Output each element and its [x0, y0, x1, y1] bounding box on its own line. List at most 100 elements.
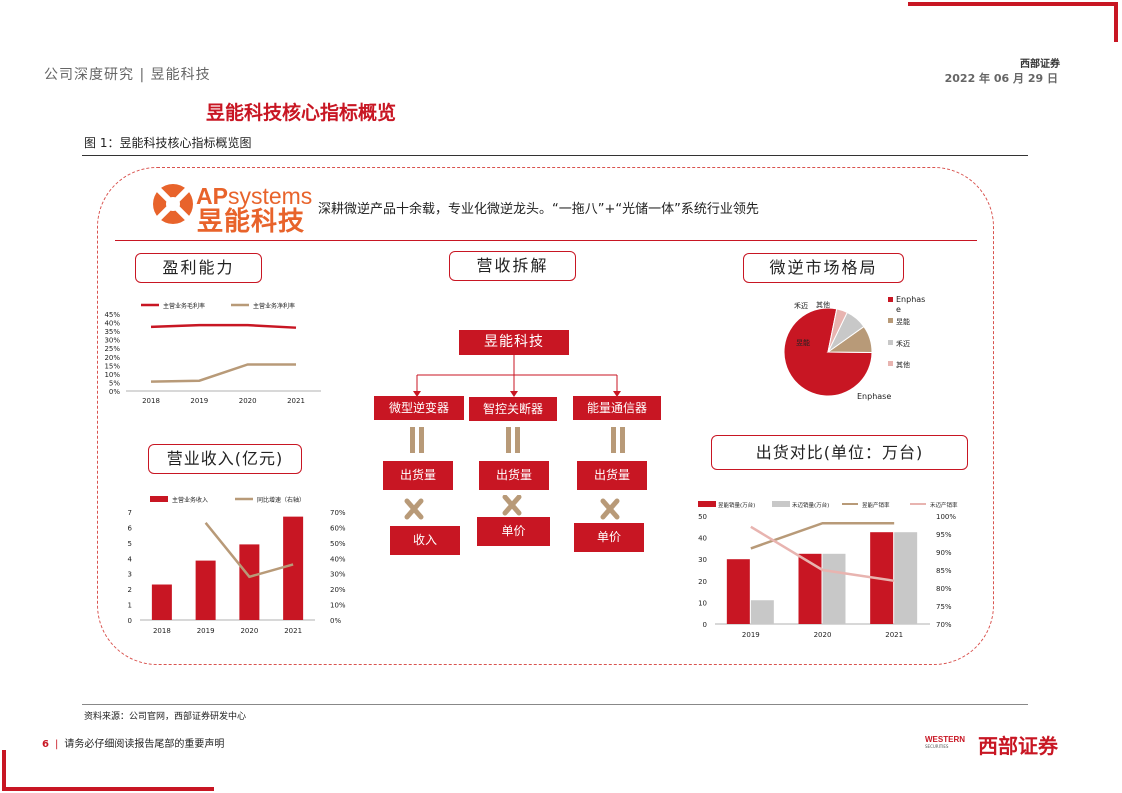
y2-tick-label: 85%: [936, 567, 952, 575]
bottom-left-accent: [2, 787, 214, 791]
x-tick-label: 2020: [814, 631, 832, 639]
x-tick-label: 2018: [153, 627, 171, 635]
pie-slice: [827, 308, 848, 353]
panel-revenue-label: 营业收入(亿元): [148, 444, 302, 474]
source-divider: [82, 704, 1028, 705]
top-right-accent-vertical: [1114, 2, 1118, 42]
y-tick-label: 4: [128, 555, 133, 563]
y2-tick-label: 20%: [330, 586, 346, 594]
x-tick-label: 2019: [190, 397, 208, 405]
report-category: 公司深度研究 | 昱能科技: [44, 67, 211, 83]
legend-label: 主营业务净利率: [253, 302, 295, 310]
y-tick-label: 6: [128, 524, 133, 532]
panel-revenue-split-label: 营收拆解: [449, 251, 576, 281]
legend-label: 禾迈: [896, 340, 910, 348]
y2-tick-label: 40%: [330, 555, 346, 563]
y2-tick-label: 30%: [330, 571, 346, 579]
x-tick-label: 2020: [240, 627, 258, 635]
header-brand: 西部证券: [1020, 59, 1060, 70]
y-tick-label: 7: [128, 509, 132, 517]
x-tick-label: 2019: [742, 631, 760, 639]
y-tick-label: 30: [698, 556, 707, 564]
tree-branch-shutdown: 智控关断器: [469, 397, 557, 421]
tagline: 深耕微逆产品十余载，专业化微逆龙头。“一拖八”+“光储一体”系统行业领先: [318, 202, 759, 217]
legend-label: 主营业务毛利率: [163, 302, 205, 310]
y2-tick-label: 100%: [936, 513, 956, 521]
tree-branch-microinverter: 微型逆变器: [374, 396, 464, 420]
logo-cn: 昱能科技: [197, 207, 306, 237]
report-date: 2022 年 06 月 29 日: [944, 72, 1058, 85]
y-tick-label: 0: [128, 617, 132, 625]
y-tick-label: 3: [128, 571, 132, 579]
multiply-icons: [404, 495, 620, 520]
series-line: [150, 363, 296, 383]
legend-swatch: [698, 501, 716, 507]
footer-disclaimer: 6 | 请务必仔细阅读报告尾部的重要声明: [42, 739, 225, 750]
y-tick-label: 45%: [104, 311, 120, 319]
margin-line-chart: 45%40%35%30%25%20%15%10%5%0% 2018 2019 2020…: [104, 302, 321, 405]
y2-tick-label: 70%: [936, 621, 952, 629]
legend-swatch: [772, 501, 790, 507]
tree-price-3: 单价: [574, 523, 644, 552]
shipment-bar: [726, 559, 750, 624]
y-tick-label: 40: [698, 535, 707, 543]
parallel-icons: [410, 427, 625, 453]
apsystems-logo-icon: [153, 184, 193, 224]
growth-line: [204, 522, 294, 579]
y2-tick-label: 10%: [330, 602, 346, 610]
legend-label: 禾迈销量(万台): [792, 501, 829, 509]
top-right-accent: [908, 2, 1118, 6]
x-tick-label: 2021: [287, 397, 305, 405]
y-tick-label: 1: [128, 602, 132, 610]
frame-divider: [115, 240, 977, 241]
legend-swatch: [150, 496, 168, 502]
revenue-bar-chart: 7 6 5 4 3 2 1 0 70% 60% 50% 40% 30% 20% 10% 0% 2018 2019 2…: [128, 496, 346, 635]
shipment-bar: [798, 553, 822, 624]
tree-ship-1: 出货量: [383, 461, 453, 490]
y-tick-label: 25%: [104, 345, 120, 353]
legend-label: e: [896, 305, 901, 314]
revenue-bar: [195, 560, 216, 620]
legend-label: 昱能: [896, 317, 910, 326]
legend-label: 昱能销量(万台): [718, 501, 755, 509]
y-tick-label: 5: [128, 540, 132, 548]
slice-label: 禾迈: [794, 302, 808, 310]
x-tick-label: 2021: [284, 627, 302, 635]
y-tick-label: 40%: [104, 320, 120, 328]
rate-line: [750, 525, 895, 583]
y2-tick-label: 90%: [936, 549, 952, 557]
legend-label: 昱能产销率: [862, 501, 890, 509]
panel-shipment-label: 出货对比(单位：万台): [711, 435, 968, 470]
bottom-logo-cn: 西部证券: [978, 734, 1058, 758]
slice-label: 昱能: [796, 338, 810, 347]
revenue-bar: [151, 584, 172, 620]
series-line: [150, 323, 297, 329]
legend-swatch: [888, 297, 893, 302]
shipment-combo-chart: 50 40 30 20 10 0 100% 95% 90% 85% 80% 75% 70% 2019 202…: [698, 501, 958, 639]
slice-label: 其他: [816, 300, 830, 309]
shipment-bar: [894, 532, 918, 624]
y-tick-label: 15%: [104, 362, 120, 370]
y-tick-label: 10: [698, 599, 707, 607]
bottom-logo-en-sub: SECURITIES: [925, 744, 949, 749]
y-tick-label: 30%: [104, 337, 120, 345]
x-tick-label: 2020: [239, 397, 257, 405]
y-tick-label: 50: [698, 513, 707, 521]
x-tick-label: 2021: [885, 631, 903, 639]
legend-label: 禾迈产销率: [930, 501, 958, 509]
legend-label: 主营业务收入: [172, 496, 208, 504]
x-tick-label: 2019: [197, 627, 215, 635]
shipment-bar: [750, 600, 774, 624]
y-tick-label: 0: [703, 621, 707, 629]
tree-ship-2: 出货量: [479, 461, 549, 490]
panel-market-label: 微逆市场格局: [743, 253, 904, 283]
y-tick-label: 20%: [104, 354, 120, 362]
y2-tick-label: 60%: [330, 524, 346, 532]
legend-label: 同比增速（右轴）: [257, 496, 305, 504]
tree-branch-comm: 能量通信器: [573, 396, 661, 420]
y2-tick-label: 50%: [330, 540, 346, 548]
shipment-bar: [822, 553, 846, 624]
bottom-left-accent-vertical: [2, 750, 6, 791]
y-tick-label: 0%: [109, 388, 120, 396]
